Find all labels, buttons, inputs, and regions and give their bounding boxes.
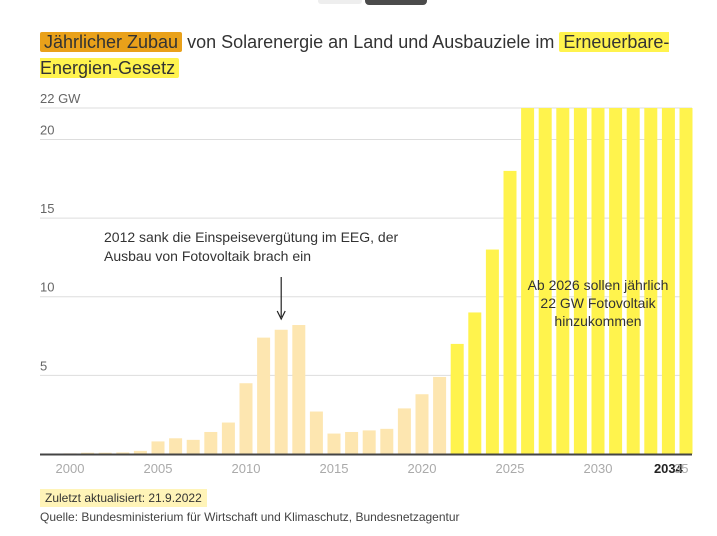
annotations: 2012 sank die Einspeisevergütung im EEG,… bbox=[104, 229, 668, 329]
y-axis-ticks: 5 10 15 20 22 GW bbox=[40, 91, 81, 373]
bar-historical bbox=[81, 452, 95, 454]
bar-target bbox=[573, 108, 587, 454]
chart-title: Jährlicher Zubau von Solarenergie an Lan… bbox=[40, 29, 690, 81]
y-tick-label: 10 bbox=[40, 280, 54, 295]
y-tick-label: 15 bbox=[40, 201, 54, 216]
y-tick-label: 5 bbox=[40, 358, 47, 373]
bar-historical bbox=[415, 394, 429, 454]
bar-historical bbox=[433, 376, 447, 454]
x-tick-label: 2010 bbox=[232, 461, 261, 476]
y-tick-label: 20 bbox=[40, 122, 54, 137]
x-tick-label: 2020 bbox=[408, 461, 437, 476]
last-updated-badge: Zuletzt aktualisiert: 21.9.2022 bbox=[40, 489, 207, 507]
bar-target bbox=[626, 108, 640, 454]
bar-target bbox=[450, 343, 464, 454]
bar-target bbox=[468, 312, 482, 454]
bar-historical bbox=[327, 433, 341, 454]
annotation-2026: Ab 2026 sollen jährlich 22 GW Fotovoltaik… bbox=[528, 277, 669, 329]
x-tick-label: 2015 bbox=[320, 461, 349, 476]
bar-historical bbox=[133, 450, 147, 454]
bar-historical bbox=[257, 337, 271, 454]
bar-historical bbox=[221, 422, 235, 454]
x-tick-label: 2005 bbox=[144, 461, 173, 476]
x-tick-label: 2000 bbox=[56, 461, 85, 476]
title-middle: von Solarenergie an Land und Ausbauziele… bbox=[182, 32, 560, 52]
bar-historical bbox=[274, 329, 288, 454]
bar-historical bbox=[204, 431, 218, 454]
bar-historical bbox=[292, 325, 306, 454]
top-tab-indicator bbox=[318, 0, 362, 4]
annotation-2012: 2012 sank die Einspeisevergütung im EEG,… bbox=[104, 229, 399, 264]
annotation-arrowhead bbox=[276, 310, 286, 321]
bar-target bbox=[661, 108, 675, 454]
bar-historical bbox=[362, 430, 376, 454]
bar-historical bbox=[151, 441, 165, 454]
bar-target bbox=[644, 108, 658, 454]
bar-historical bbox=[397, 408, 411, 454]
top-tab-indicator-active bbox=[365, 0, 427, 5]
x-tick-label: 2025 bbox=[496, 461, 525, 476]
bar-target bbox=[556, 108, 570, 454]
x-tick-label: 2030 bbox=[584, 461, 613, 476]
bar-target bbox=[591, 108, 605, 454]
bar-target bbox=[485, 249, 499, 454]
bar-target bbox=[609, 108, 623, 454]
y-tick-label: 22 GW bbox=[40, 91, 81, 106]
solar-bar-chart: 5 10 15 20 22 GW 2000 2005 2010 2015 2020 2025 203… bbox=[40, 91, 693, 476]
title-highlight-annual: Jährlicher Zubau bbox=[40, 32, 183, 52]
bar-target bbox=[521, 108, 535, 454]
bar-historical bbox=[239, 383, 253, 454]
bars bbox=[63, 108, 693, 454]
x-tick-label: 35 bbox=[674, 461, 688, 476]
bar-historical bbox=[380, 428, 394, 454]
bar-historical bbox=[169, 438, 183, 454]
x-tick-label: 2034 bbox=[654, 461, 684, 476]
bar-historical bbox=[309, 411, 323, 454]
bar-historical bbox=[116, 452, 130, 454]
bar-historical bbox=[186, 439, 200, 454]
bar-target bbox=[503, 170, 517, 454]
source-note: Quelle: Bundesministerium für Wirtschaft… bbox=[40, 510, 460, 524]
bar-historical bbox=[98, 452, 112, 454]
bar-historical bbox=[345, 431, 359, 454]
bar-target bbox=[679, 108, 693, 454]
bar-target bbox=[538, 108, 552, 454]
